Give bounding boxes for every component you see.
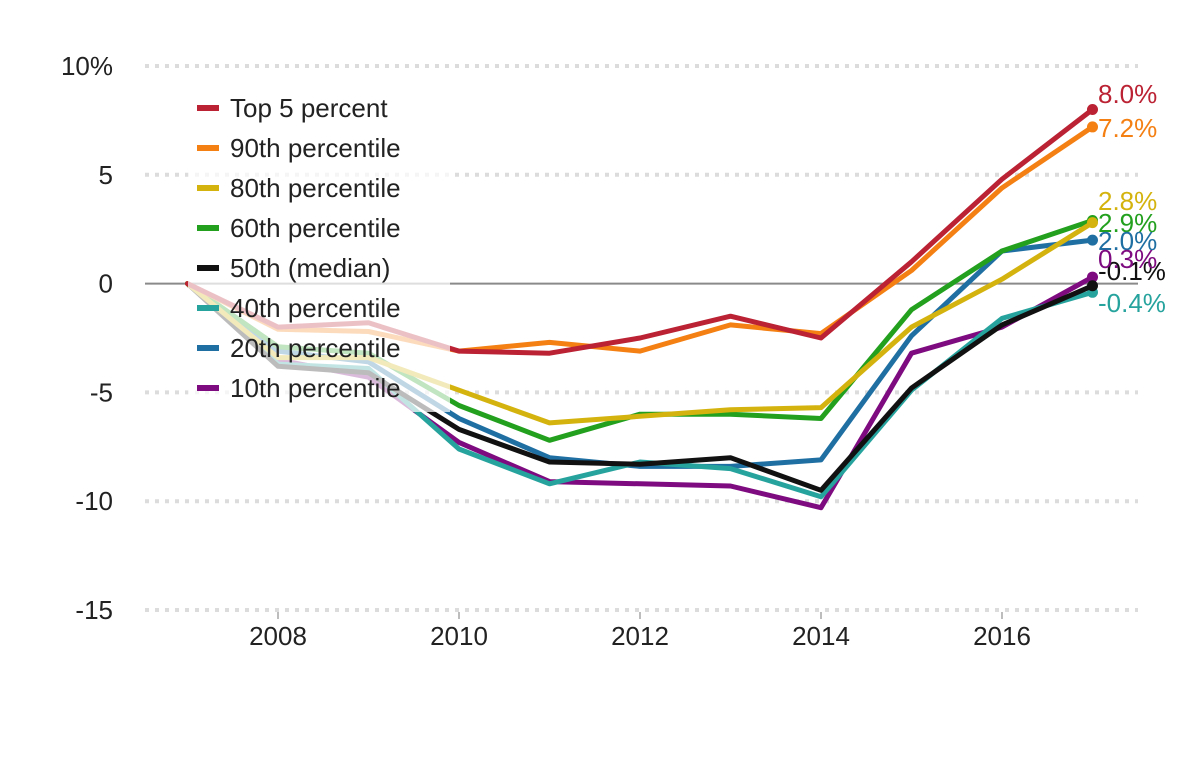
legend-label: Top 5 percent (230, 93, 388, 123)
end-value-label: 7.2% (1098, 113, 1157, 143)
y-tick-label: 10% (61, 51, 113, 81)
x-tick-label: 2016 (973, 621, 1031, 651)
legend-label: 40th percentile (230, 293, 401, 323)
end-value-label: 2.8% (1098, 186, 1157, 216)
y-tick-label: 5 (99, 160, 113, 190)
legend-item: 90th percentile (197, 133, 401, 163)
end-point (1087, 104, 1098, 116)
x-tick-label: 2014 (792, 621, 850, 651)
legend-item: 20th percentile (197, 333, 401, 363)
legend-label: 50th (median) (230, 253, 390, 283)
y-tick-label: -10 (75, 486, 113, 516)
x-tick-label: 2012 (611, 621, 669, 651)
x-tick-label: 2008 (249, 621, 307, 651)
legend-label: 10th percentile (230, 373, 401, 403)
end-value-label: 8.0% (1098, 79, 1157, 109)
end-point (1087, 234, 1098, 246)
legend: Top 5 percent 90th percentile 80th percent… (188, 88, 450, 412)
legend-label: 60th percentile (230, 213, 401, 243)
end-point (1087, 280, 1098, 292)
end-value-label: -0.1% (1098, 256, 1166, 286)
y-tick-label: 0 (99, 269, 113, 299)
end-value-label: -0.4% (1098, 288, 1166, 318)
end-value-label: 2.0% (1098, 226, 1157, 256)
legend-label: 90th percentile (230, 133, 401, 163)
end-value-label: 0.3% (1098, 244, 1157, 274)
legend-item: 50th (median) (197, 253, 390, 283)
y-tick-label: -5 (90, 377, 113, 407)
legend-label: 80th percentile (230, 173, 401, 203)
y-axis: 10% 5 0 -5 -10 -15 (61, 51, 113, 625)
y-tick-label: -15 (75, 595, 113, 625)
legend-label: 20th percentile (230, 333, 401, 363)
x-axis: 2008 2010 2012 2014 2016 (249, 612, 1031, 651)
legend-item: 40th percentile (197, 293, 401, 323)
legend-item: Top 5 percent (197, 93, 388, 123)
legend-item: 10th percentile (197, 373, 401, 403)
legend-item: 60th percentile (197, 213, 401, 243)
x-tick-label: 2010 (430, 621, 488, 651)
end-labels: 8.0% 7.2% 2.8%2.9% -0.1%-0.4% 2.0%0.3% (1098, 79, 1166, 318)
end-point (1087, 217, 1098, 229)
end-value-label: 2.9% (1098, 208, 1157, 238)
end-point (1087, 271, 1098, 283)
legend-background (188, 88, 450, 412)
end-point (1087, 121, 1098, 133)
legend-item: 80th percentile (197, 173, 401, 203)
